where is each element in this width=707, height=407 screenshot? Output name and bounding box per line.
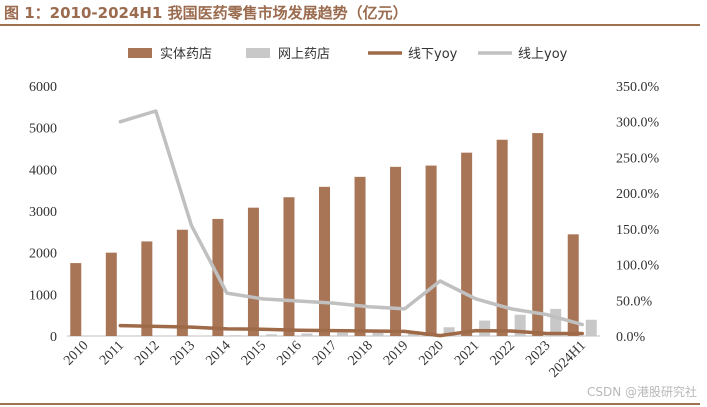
x-tick-label: 2010: [61, 338, 91, 368]
legend-label-线下yoy: 线下yoy: [408, 47, 458, 62]
bar-网上药店: [301, 333, 313, 336]
legend-label-线上yoy: 线上yoy: [518, 47, 568, 62]
x-tick-label: 2020: [417, 338, 447, 368]
x-tick-label: 2024H1: [547, 338, 590, 381]
y-left-tick-label: 5000: [29, 122, 57, 137]
y-right-tick-label: 200.0%: [616, 187, 660, 202]
x-tick-label: 2018: [345, 338, 375, 368]
line-线下yoy: [118, 323, 584, 338]
bar-实体药店: [70, 263, 82, 336]
title-divider: [0, 24, 700, 26]
y-right-tick-label: 250.0%: [616, 151, 660, 166]
bar-实体药店: [176, 229, 188, 336]
bar-实体药店: [425, 165, 437, 336]
x-tick-label: 2014: [203, 338, 233, 368]
bar-实体药店: [354, 176, 366, 336]
y-left-tick-label: 1000: [29, 288, 57, 303]
y-left-tick-label: 0: [50, 330, 57, 345]
bar-实体药店: [496, 139, 508, 336]
bar-实体药店: [567, 234, 579, 336]
watermark: CSDN @港股研究社: [586, 385, 697, 399]
bar-实体药店: [283, 197, 295, 336]
bar-网上药店: [443, 327, 455, 336]
line-线上yoy: [118, 109, 584, 327]
x-tick-label: 2012: [132, 338, 162, 368]
bar-网上药店: [372, 331, 384, 336]
figure-title: 图 1：2010-2024H1 我国医药零售市场发展趋势（亿元）: [4, 4, 408, 22]
bar-网上药店: [585, 319, 597, 336]
y-right-tick-label: 350.0%: [616, 80, 660, 95]
y-right-tick-label: 300.0%: [616, 116, 660, 131]
bottom-divider: [0, 403, 700, 405]
y-right-tick-label: 150.0%: [616, 223, 660, 238]
y-right-tick-label: 100.0%: [616, 259, 660, 274]
y-left-tick-label: 4000: [29, 163, 57, 178]
y-left-tick-label: 2000: [29, 247, 57, 262]
legend-swatch-实体药店: [128, 48, 152, 58]
x-tick-label: 2016: [274, 338, 304, 368]
y-right-tick-label: 0.0%: [616, 330, 646, 345]
bar-实体药店: [319, 186, 330, 336]
bar-实体药店: [141, 241, 153, 336]
bar-网上药店: [337, 332, 348, 336]
bar-网上药店: [514, 314, 526, 336]
bar-网上药店: [230, 335, 242, 336]
x-tick-label: 2013: [168, 338, 198, 368]
bar-实体药店: [532, 133, 544, 336]
bar-实体药店: [247, 207, 259, 336]
x-tick-label: 2017: [310, 338, 340, 368]
y-left-tick-label: 3000: [29, 205, 57, 220]
bar-实体药店: [390, 166, 402, 336]
legend-label-网上药店: 网上药店: [278, 47, 330, 62]
bar-网上药店: [265, 334, 277, 336]
x-tick-label: 2015: [239, 338, 269, 368]
x-tick-label: 2023: [523, 338, 553, 368]
y-left-tick-label: 6000: [29, 80, 57, 95]
bar-网上药店: [550, 308, 562, 336]
legend-swatch-网上药店: [246, 48, 270, 58]
bar-实体药店: [105, 252, 117, 336]
bar-实体药店: [461, 152, 473, 336]
x-tick-label: 2019: [381, 338, 411, 368]
y-right-tick-label: 50.0%: [616, 294, 653, 309]
x-tick-label: 2022: [488, 338, 518, 368]
legend-label-实体药店: 实体药店: [160, 47, 212, 62]
bar-网上药店: [479, 320, 491, 336]
x-tick-label: 2011: [97, 338, 127, 368]
x-tick-label: 2021: [452, 338, 482, 368]
